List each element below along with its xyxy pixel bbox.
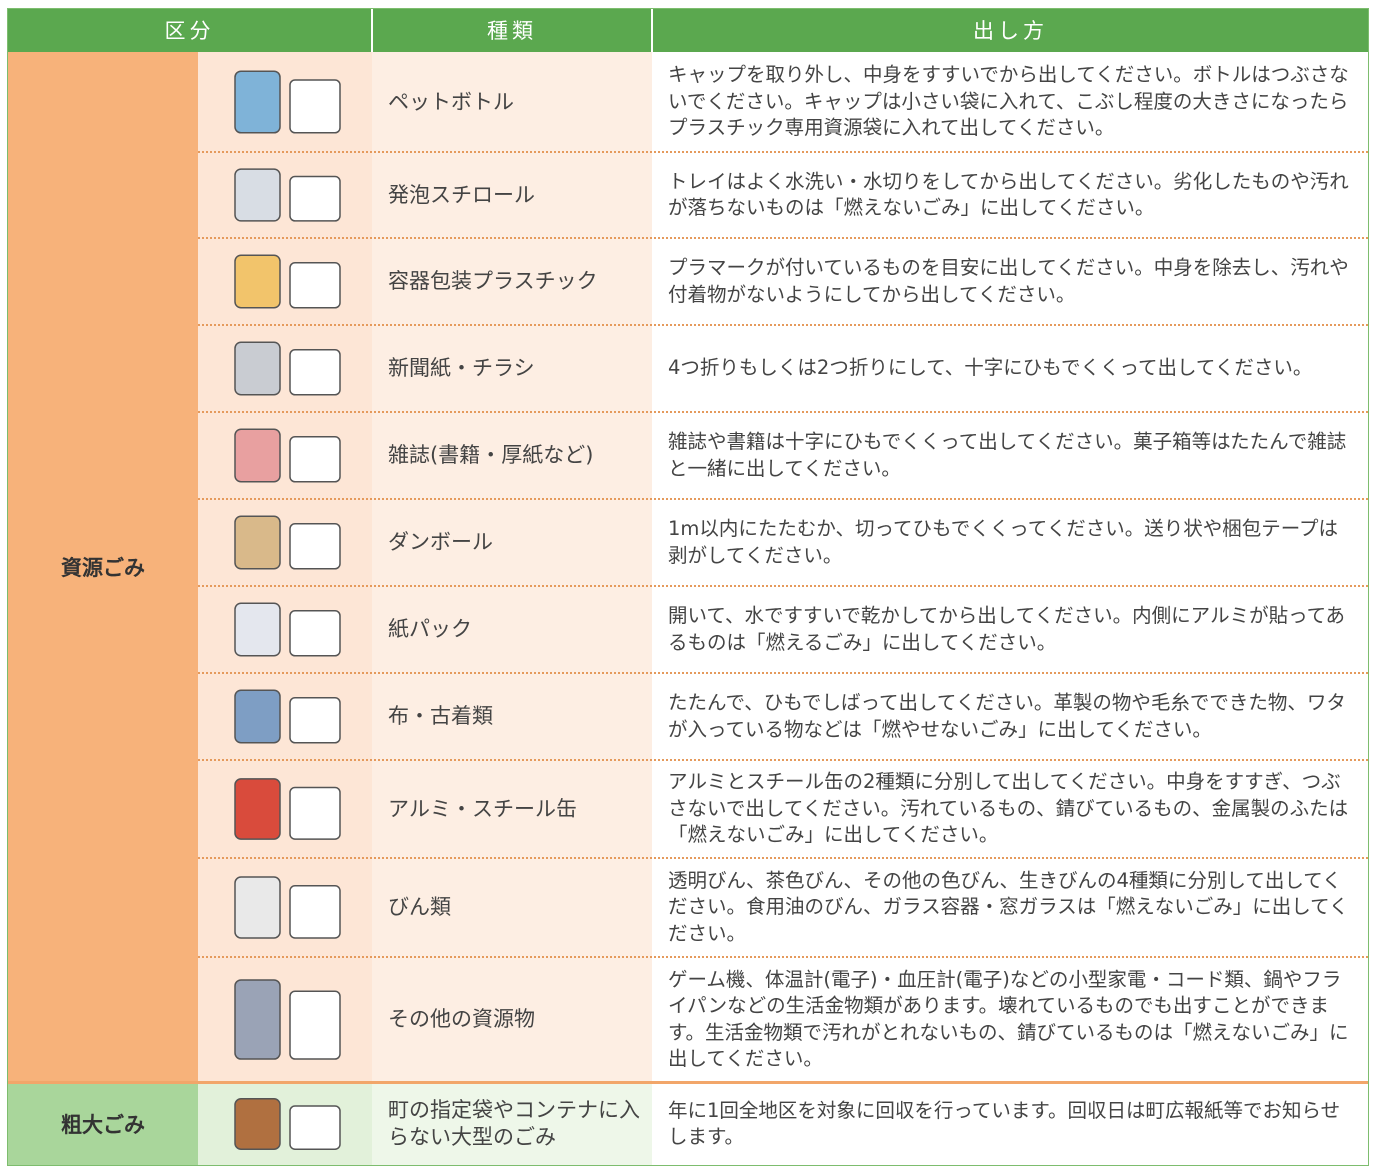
instruction-cell: 透明びん、茶色びん、その他の色びん、生きびんの4種類に分別して出してください。食…: [652, 858, 1368, 957]
instruction-cell: 開いて、水ですすいで乾かしてから出してください。内側にアルミが貼ってあるものは「…: [652, 586, 1368, 673]
type-cell: 町の指定袋やコンテナに入らない大型のごみ: [372, 1082, 652, 1166]
type-cell: 布・古着類: [372, 673, 652, 760]
type-cell: その他の資源物: [372, 957, 652, 1082]
header-cell: 種類: [373, 8, 651, 52]
illustration: [198, 673, 372, 760]
icon: [234, 778, 341, 840]
type-cell: アルミ・スチール缶: [372, 760, 652, 858]
row-separator: [198, 956, 1368, 958]
illustration: [198, 760, 372, 858]
icon: [234, 70, 341, 134]
instruction-cell: たたんで、ひもでしばって出してください。革製の物や毛糸でできた物、ワタが入ってい…: [652, 673, 1368, 760]
instruction-cell: トレイはよく水洗い・水切りをしてから出してください。劣化したものや汚れが落ちない…: [652, 152, 1368, 238]
icon: [234, 515, 341, 570]
illustration: [198, 238, 372, 325]
instruction-cell: プラマークが付いているものを目安に出してください。中身を除去し、汚れや付着物がな…: [652, 238, 1368, 325]
type-cell: びん類: [372, 858, 652, 957]
category-cell: 粗大ごみ: [8, 1082, 198, 1166]
type-cell: 容器包装プラスチック: [372, 238, 652, 325]
instruction-cell: 4つ折りもしくは2つ折りにして、十字にひもでくくって出してください。: [652, 325, 1368, 412]
category-cell: 資源ごみ: [8, 52, 198, 1082]
instruction-cell: 年に1回全地区を対象に回収を行っています。回収日は町広報紙等でお知らせします。: [652, 1082, 1368, 1166]
icon: [234, 876, 341, 939]
instruction-cell: 1m以内にたたむか、切ってひもでくくってください。送り状や梱包テープは剥がしてく…: [652, 499, 1368, 586]
row-separator: [198, 151, 1368, 153]
instruction-cell: ゲーム機、体温計(電子)・血圧計(電子)などの小型家電・コード類、鍋やフライパン…: [652, 957, 1368, 1082]
row-separator: [198, 672, 1368, 674]
table-border: [7, 8, 1369, 1166]
header-cell: 出し方: [653, 8, 1368, 52]
type-cell: 発泡スチロール: [372, 152, 652, 238]
illustration: [198, 1082, 372, 1166]
illustration: [198, 412, 372, 499]
row-separator: [198, 411, 1368, 413]
icon: [234, 979, 341, 1060]
illustration: [198, 499, 372, 586]
icon: [234, 168, 341, 222]
row-separator: [198, 585, 1368, 587]
icon: [234, 602, 341, 657]
row-separator: [198, 857, 1368, 859]
row-separator: [198, 498, 1368, 500]
instruction-cell: 雑誌や書籍は十字にひもでくくって出してください。菓子箱等はたたんで雑誌と一緒に出…: [652, 412, 1368, 499]
instruction-cell: キャップを取り外し、中身をすすいでから出してください。ボトルはつぶさないでくださ…: [652, 52, 1368, 152]
header-cell: 区分: [8, 8, 371, 52]
illustration: [198, 858, 372, 957]
illustration: [198, 586, 372, 673]
illustration: [198, 325, 372, 412]
group-separator: [8, 1081, 1368, 1084]
row-separator: [198, 324, 1368, 326]
icon: [234, 254, 341, 309]
row-separator: [198, 759, 1368, 761]
type-cell: ダンボール: [372, 499, 652, 586]
type-cell: 紙パック: [372, 586, 652, 673]
illustration: [198, 52, 372, 152]
icon: [234, 341, 341, 396]
illustration: [198, 152, 372, 238]
icon: [234, 428, 341, 483]
icon: [234, 1098, 341, 1150]
icon: [234, 689, 341, 744]
instruction-cell: アルミとスチール缶の2種類に分別して出してください。中身をすすぎ、つぶさないで出…: [652, 760, 1368, 858]
type-cell: 新聞紙・チラシ: [372, 325, 652, 412]
type-cell: 雑誌(書籍・厚紙など): [372, 412, 652, 499]
illustration: [198, 957, 372, 1082]
type-cell: ペットボトル: [372, 52, 652, 152]
row-separator: [198, 237, 1368, 239]
